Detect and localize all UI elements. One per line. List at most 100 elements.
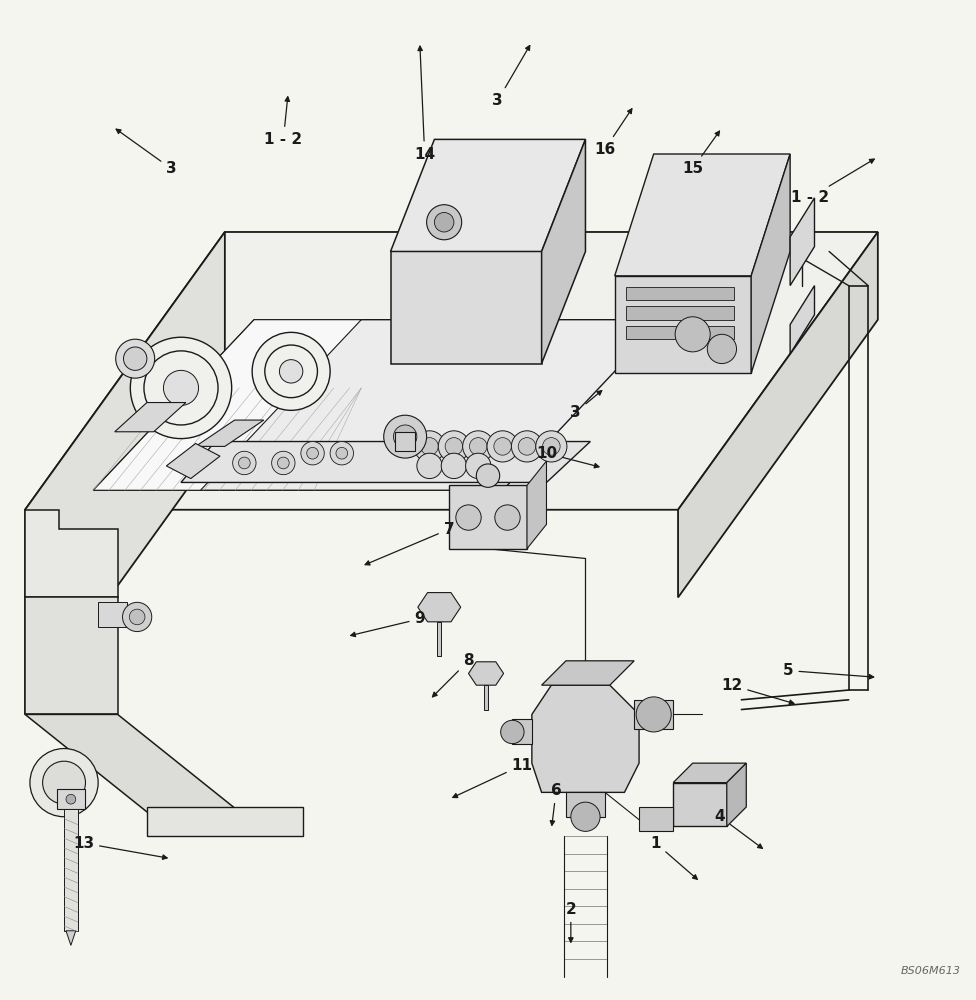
Text: 9: 9 (350, 611, 426, 637)
Circle shape (636, 697, 671, 732)
Polygon shape (115, 403, 185, 432)
Circle shape (330, 442, 353, 465)
Text: 1 - 2: 1 - 2 (264, 97, 303, 147)
Circle shape (417, 453, 442, 479)
Polygon shape (94, 320, 664, 490)
Circle shape (43, 761, 86, 804)
Circle shape (131, 337, 231, 439)
Polygon shape (58, 789, 85, 809)
Polygon shape (64, 809, 78, 931)
Polygon shape (542, 139, 586, 364)
Circle shape (421, 438, 438, 455)
Circle shape (571, 802, 600, 831)
Polygon shape (390, 139, 586, 251)
Text: 6: 6 (550, 783, 561, 825)
Circle shape (306, 447, 318, 459)
Circle shape (130, 609, 145, 625)
Polygon shape (166, 443, 220, 479)
Circle shape (494, 438, 511, 455)
Circle shape (336, 447, 347, 459)
Circle shape (487, 431, 518, 462)
Text: 16: 16 (594, 109, 631, 157)
Text: 2: 2 (565, 902, 576, 942)
Circle shape (427, 205, 462, 240)
Circle shape (301, 442, 324, 465)
Circle shape (384, 415, 427, 458)
Circle shape (466, 453, 491, 479)
Polygon shape (25, 597, 118, 714)
Polygon shape (615, 276, 752, 373)
Polygon shape (25, 714, 239, 812)
Circle shape (456, 505, 481, 530)
Circle shape (279, 360, 303, 383)
Text: 3: 3 (570, 391, 602, 420)
Circle shape (144, 351, 218, 425)
Circle shape (445, 438, 463, 455)
Text: 10: 10 (536, 446, 599, 468)
Polygon shape (639, 807, 673, 831)
Circle shape (518, 438, 536, 455)
Text: 3: 3 (116, 129, 177, 176)
Polygon shape (25, 232, 877, 510)
Polygon shape (449, 485, 527, 549)
Polygon shape (484, 685, 488, 710)
Circle shape (238, 457, 250, 469)
Polygon shape (727, 763, 747, 826)
Circle shape (438, 431, 469, 462)
Text: 8: 8 (432, 653, 473, 697)
Polygon shape (195, 420, 264, 446)
Text: 13: 13 (73, 836, 167, 859)
Circle shape (116, 339, 154, 378)
Circle shape (66, 794, 76, 804)
Circle shape (476, 464, 500, 487)
Circle shape (264, 345, 317, 398)
Polygon shape (390, 251, 542, 364)
Polygon shape (627, 306, 734, 320)
Circle shape (434, 212, 454, 232)
Circle shape (124, 347, 146, 370)
Circle shape (163, 370, 198, 405)
Polygon shape (532, 685, 639, 792)
Circle shape (469, 438, 487, 455)
Text: 4: 4 (714, 809, 762, 848)
Polygon shape (146, 807, 303, 836)
Circle shape (393, 425, 417, 448)
Text: BS06M613: BS06M613 (901, 966, 960, 976)
Polygon shape (791, 198, 815, 286)
Circle shape (123, 602, 151, 632)
Text: 7: 7 (365, 522, 455, 565)
Circle shape (675, 317, 711, 352)
Polygon shape (395, 432, 415, 451)
Polygon shape (94, 320, 361, 490)
Text: 14: 14 (414, 46, 435, 162)
Polygon shape (25, 510, 118, 597)
Polygon shape (673, 763, 747, 783)
Polygon shape (634, 700, 673, 729)
Circle shape (495, 505, 520, 530)
Circle shape (232, 451, 256, 475)
Circle shape (277, 457, 289, 469)
Circle shape (463, 431, 494, 462)
Polygon shape (468, 662, 504, 685)
Circle shape (708, 334, 737, 364)
Text: 1: 1 (650, 836, 697, 879)
Polygon shape (99, 602, 128, 627)
Polygon shape (527, 461, 547, 549)
Text: 3: 3 (493, 46, 530, 108)
Polygon shape (542, 661, 634, 685)
Text: 15: 15 (682, 131, 719, 176)
Polygon shape (181, 442, 590, 482)
Circle shape (543, 438, 560, 455)
Polygon shape (66, 931, 76, 945)
Circle shape (501, 720, 524, 744)
Polygon shape (627, 326, 734, 339)
Polygon shape (615, 154, 791, 276)
Polygon shape (418, 593, 461, 622)
Text: 12: 12 (721, 678, 793, 704)
Polygon shape (566, 792, 605, 817)
Polygon shape (673, 783, 727, 826)
Polygon shape (627, 287, 734, 300)
Circle shape (511, 431, 543, 462)
Circle shape (414, 431, 445, 462)
Circle shape (441, 453, 467, 479)
